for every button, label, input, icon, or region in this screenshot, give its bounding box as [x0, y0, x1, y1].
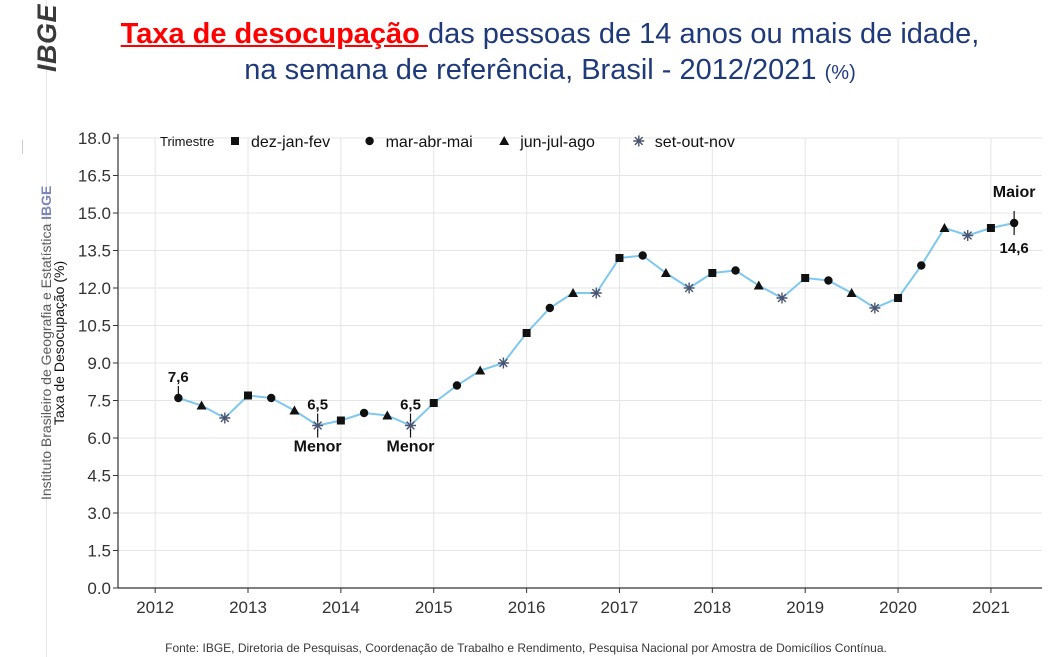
data-point-triangle — [939, 223, 950, 232]
y-tick-label: 0.0 — [87, 579, 111, 598]
legend-label: mar-abr-mai — [386, 134, 473, 151]
legend-marker-star — [633, 135, 645, 147]
source-note: Fonte: IBGE, Diretoria de Pesquisas, Coo… — [165, 641, 887, 655]
data-point-square — [336, 416, 345, 425]
data-point-square — [429, 399, 438, 407]
data-point-star — [683, 282, 695, 294]
data-point-circle — [731, 266, 740, 275]
legend-label: dez-jan-fev — [251, 134, 330, 151]
data-point-triangle — [475, 365, 486, 375]
annotation-value: 6,5 — [307, 397, 328, 414]
annotation-tag: Maior — [993, 184, 1036, 201]
data-point-square — [894, 294, 903, 302]
y-tick-label: 15.0 — [78, 204, 111, 223]
y-tick-label: 6.0 — [87, 429, 111, 448]
y-tick-label: 12.0 — [78, 279, 111, 298]
y-tick-label: 13.5 — [78, 242, 111, 261]
x-tick-label: 2013 — [229, 598, 267, 617]
y-tick-label: 10.5 — [78, 317, 111, 336]
data-point-circle — [1009, 218, 1019, 228]
y-tick-label: 3.0 — [87, 504, 111, 523]
data-point-triangle — [289, 405, 300, 415]
data-point-star — [312, 420, 324, 431]
y-tick-label: 7.5 — [87, 392, 111, 411]
data-point-triangle — [382, 410, 393, 420]
x-tick-label: 2014 — [322, 598, 360, 617]
data-point-circle — [545, 303, 555, 313]
x-tick-label: 2020 — [879, 598, 917, 617]
y-tick-label: 9.0 — [87, 354, 111, 373]
data-point-star — [962, 230, 974, 241]
annotation-value: 7,6 — [168, 369, 189, 386]
data-point-triangle — [660, 268, 671, 277]
y-axis-label: Taxa de Desocupação (%) — [51, 261, 67, 425]
data-point-circle — [917, 261, 926, 270]
data-point-square — [801, 274, 810, 282]
unemployment-chart: 0.0 1.5 3.0 4.5 6.0 7.5 9.0 10.5 12.0 13.5 15.0 16.… — [51, 129, 1042, 617]
data-point-star — [497, 357, 509, 369]
x-tick-label: 2018 — [693, 598, 731, 617]
data-point-triangle — [196, 400, 207, 410]
annotation-value: 14,6 — [1000, 240, 1029, 257]
data-point-square — [708, 269, 717, 277]
x-tick-label: 2017 — [601, 598, 639, 617]
data-point-star — [869, 302, 881, 314]
x-tick-label: 2016 — [508, 598, 546, 617]
data-point-triangle — [568, 288, 579, 297]
x-tick-label: 2012 — [136, 598, 174, 617]
x-tick-label: 2021 — [972, 598, 1010, 617]
data-point-circle — [359, 408, 369, 418]
data-point-circle — [638, 251, 647, 260]
data-point-circle — [824, 276, 833, 285]
x-tick-label: 2019 — [786, 598, 824, 617]
data-point-star — [219, 412, 231, 424]
data-point-star — [405, 420, 417, 431]
data-point-square — [615, 254, 624, 262]
data-point-square — [986, 224, 995, 232]
data-point-star — [590, 287, 602, 299]
data-point-circle — [267, 393, 276, 403]
data-point-circle — [174, 393, 183, 403]
y-tick-label: 4.5 — [87, 467, 111, 486]
data-point-square — [522, 329, 531, 337]
annotation-tag: Menor — [294, 439, 342, 456]
data-point-triangle — [846, 288, 857, 297]
legend-marker-circle — [365, 136, 374, 146]
annotation-value: 6,5 — [400, 397, 421, 414]
title-rest: das pessoas de 14 anos ou mais de idade, — [427, 18, 980, 50]
title-line2: na semana de referência, Brasil - 2012/2… — [244, 54, 817, 86]
annotation-tag: Menor — [387, 439, 435, 456]
legend-title: Trimestre — [160, 134, 214, 149]
y-tick-label: 1.5 — [87, 542, 111, 561]
legend-label: set-out-nov — [655, 134, 735, 151]
data-point-star — [776, 292, 788, 304]
title-unit: (%) — [824, 62, 856, 84]
y-tick-label: 16.5 — [78, 167, 111, 186]
logo-divider — [22, 140, 23, 154]
data-point-triangle — [753, 280, 764, 290]
sidebar: IBGE Instituto Brasileiro de Geografia e… — [0, 0, 62, 657]
legend-marker-square — [231, 137, 239, 145]
data-point-square — [244, 391, 253, 400]
title-highlight: Taxa de desocupação — [120, 18, 428, 50]
page-title: Taxa de desocupação das pessoas de 14 an… — [48, 16, 1052, 91]
data-point-circle — [452, 381, 462, 390]
legend-marker-triangle — [499, 136, 510, 145]
x-tick-label: 2015 — [415, 598, 453, 617]
y-tick-label: 18.0 — [78, 129, 111, 148]
legend-label: jun-jul-ago — [519, 134, 595, 151]
